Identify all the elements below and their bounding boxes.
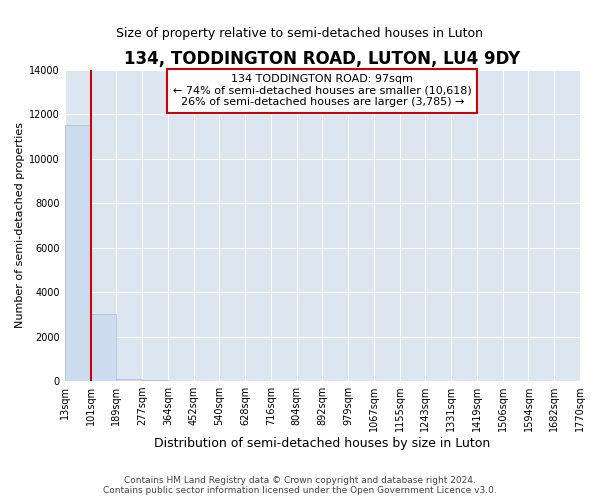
Bar	[142, 380, 168, 381]
Bar	[91, 314, 116, 381]
Text: 134 TODDINGTON ROAD: 97sqm
← 74% of semi-detached houses are smaller (10,618)
26: 134 TODDINGTON ROAD: 97sqm ← 74% of semi…	[173, 74, 472, 108]
Y-axis label: Number of semi-detached properties: Number of semi-detached properties	[15, 122, 25, 328]
X-axis label: Distribution of semi-detached houses by size in Luton: Distribution of semi-detached houses by …	[154, 437, 491, 450]
Bar	[116, 379, 142, 381]
Text: Contains HM Land Registry data © Crown copyright and database right 2024.
Contai: Contains HM Land Registry data © Crown c…	[103, 476, 497, 495]
Text: Size of property relative to semi-detached houses in Luton: Size of property relative to semi-detach…	[116, 28, 484, 40]
Bar	[65, 125, 91, 381]
Title: 134, TODDINGTON ROAD, LUTON, LU4 9DY: 134, TODDINGTON ROAD, LUTON, LU4 9DY	[124, 50, 521, 68]
